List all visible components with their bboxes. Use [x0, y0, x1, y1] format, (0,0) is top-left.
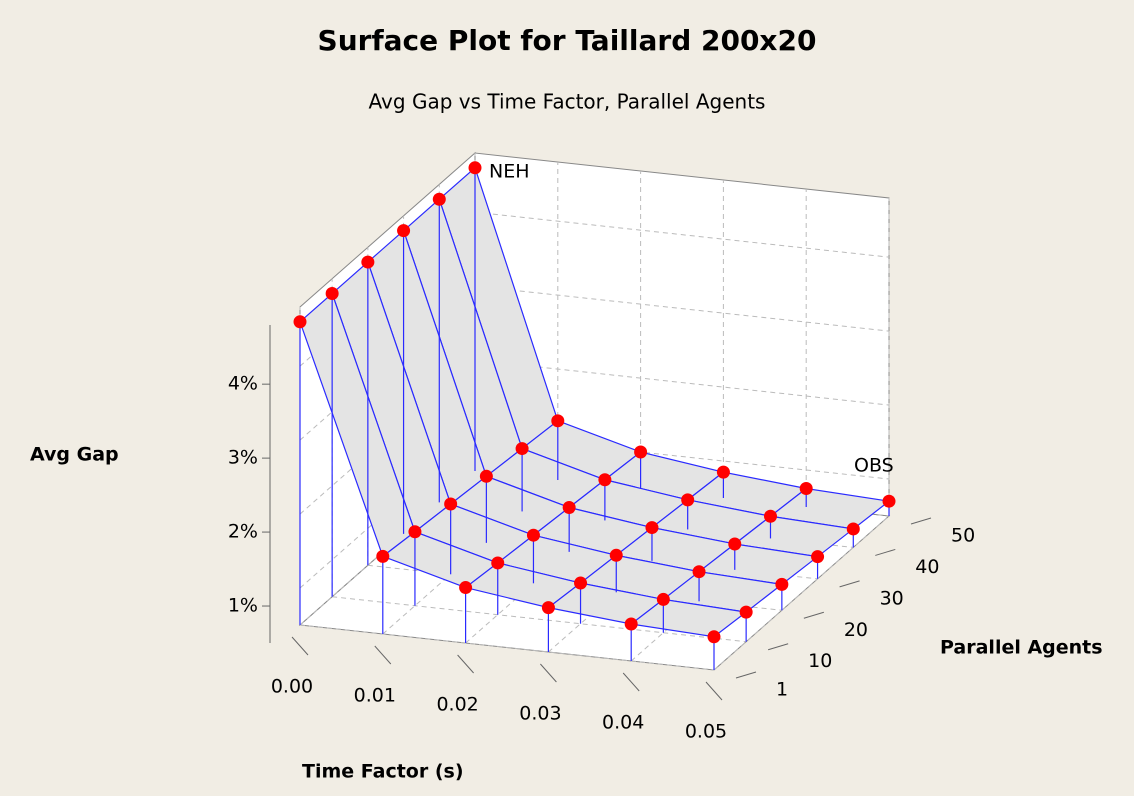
point [681, 493, 695, 507]
point [325, 287, 339, 301]
point [846, 522, 860, 536]
point [692, 565, 706, 579]
grid-line [332, 596, 747, 643]
y-tick [767, 643, 789, 651]
point [479, 469, 493, 483]
grid-line [474, 433, 890, 480]
y-tick-label: 1 [776, 679, 788, 701]
annotation: OBS [854, 455, 894, 477]
point [541, 601, 555, 615]
grid-line [474, 211, 890, 258]
point [526, 528, 540, 542]
y-tick [735, 671, 757, 679]
point [551, 414, 565, 428]
point [397, 224, 411, 238]
y-tick [839, 580, 860, 588]
y-tick [875, 548, 896, 556]
point [811, 550, 825, 564]
grid-line [299, 624, 715, 671]
x-tick-label: 0.04 [602, 712, 644, 734]
y-tick [910, 517, 932, 525]
point [739, 605, 753, 619]
grid-line [382, 479, 559, 635]
x-tick-label: 0.05 [685, 721, 727, 743]
x-tick-label: 0.01 [354, 685, 396, 707]
grid-line [465, 488, 641, 644]
y-tick-label: 40 [915, 556, 939, 578]
z-tick-label: 4% [228, 373, 258, 395]
grid-line [299, 470, 476, 626]
y-tick-label: 10 [808, 650, 832, 672]
point [562, 500, 576, 514]
x-tick [622, 672, 640, 692]
x-tick-label: 0.03 [519, 703, 561, 725]
point [645, 521, 659, 535]
z-tick-label: 2% [228, 521, 258, 543]
point [444, 497, 458, 511]
y-tick [803, 611, 825, 619]
point [459, 581, 473, 595]
z-axis-label: Avg Gap [30, 444, 119, 466]
x-tick-label: 0.02 [436, 694, 478, 716]
point [656, 592, 670, 606]
chart-subtitle: Avg Gap vs Time Factor, Parallel Agents [369, 90, 766, 114]
point [799, 482, 813, 496]
x-tick-label: 0.00 [271, 676, 313, 698]
grid-line [474, 359, 890, 406]
x-tick [540, 663, 557, 683]
x-tick [705, 681, 723, 701]
point [515, 442, 529, 456]
grid-line [474, 285, 890, 332]
chart-title: Surface Plot for Taillard 200x20 [318, 24, 817, 57]
point [432, 192, 446, 206]
annotation: NEH [489, 160, 530, 182]
point [408, 525, 422, 539]
point [775, 577, 789, 591]
x-tick [374, 645, 392, 665]
grid-line [713, 515, 890, 671]
grid-line [299, 285, 476, 441]
point [468, 161, 482, 175]
point [882, 494, 896, 508]
grid-line [548, 497, 724, 653]
z-tick-label: 3% [228, 447, 258, 469]
x-axis-label: Time Factor (s) [302, 761, 464, 783]
point [376, 549, 390, 563]
y-tick-label: 30 [880, 587, 904, 609]
point [763, 509, 777, 523]
z-tick-label: 1% [228, 595, 258, 617]
y-axis-label: Parallel Agents [940, 637, 1103, 659]
point [728, 537, 742, 551]
point [707, 630, 721, 644]
x-tick [457, 654, 474, 674]
y-tick-label: 20 [844, 619, 868, 641]
y-tick-label: 50 [951, 525, 975, 547]
point [293, 315, 307, 329]
point [598, 473, 612, 487]
point [361, 255, 375, 269]
point [716, 465, 730, 479]
grid-line [299, 359, 476, 515]
x-tick [291, 636, 309, 656]
point [609, 548, 623, 562]
point [491, 556, 505, 570]
point [634, 445, 648, 459]
grid-line [630, 506, 807, 662]
point [624, 617, 638, 631]
grid-line [299, 433, 476, 589]
point [574, 576, 588, 590]
